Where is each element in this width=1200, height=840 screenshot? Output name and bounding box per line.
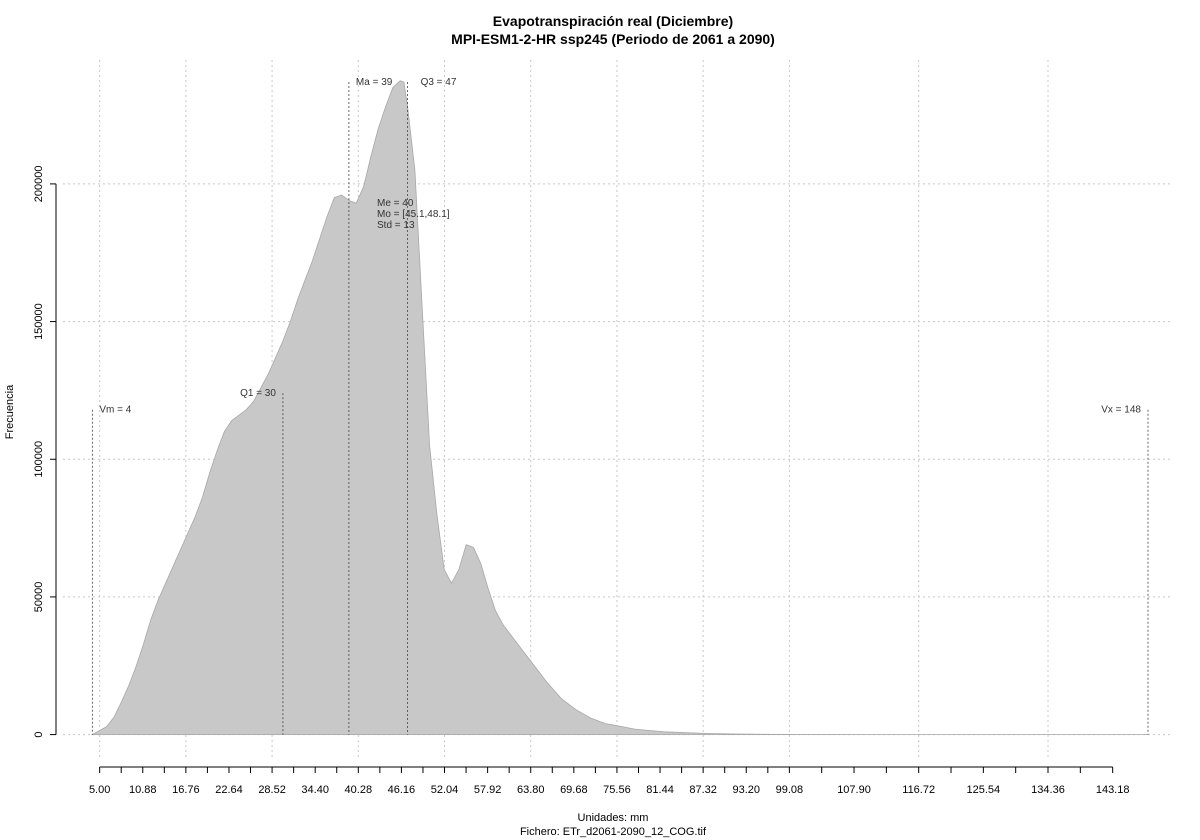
area-series xyxy=(90,80,1148,735)
y-tick-label: 100000 xyxy=(33,441,45,478)
y-tick-label: 50000 xyxy=(33,582,45,613)
x-tick-label: 46.16 xyxy=(388,784,416,796)
chart-title: Evapotranspiración real (Diciembre) xyxy=(493,13,733,29)
x-tick-label: 10.88 xyxy=(129,784,157,796)
y-tick-label: 150000 xyxy=(33,303,45,340)
marker-label: Q3 = 47 xyxy=(421,77,457,88)
x-tick-label: 81.44 xyxy=(646,784,674,796)
x-tick-label: 75.56 xyxy=(603,784,631,796)
x-tick-label: 22.64 xyxy=(215,784,243,796)
x-tick-label: 125.54 xyxy=(967,784,1001,796)
y-tick-label: 0 xyxy=(33,732,45,738)
y-axis-label: Frecuencia xyxy=(4,384,16,439)
axes: 5.00 10.88 16.76 22.64 28.52 34.40 40.28 46.16 5… xyxy=(33,166,1129,796)
stat-me: Me = 40 xyxy=(377,198,414,209)
x-tick-label: 134.36 xyxy=(1031,784,1065,796)
x-tick-label: 63.80 xyxy=(517,784,545,796)
footer-filename: Fichero: ETr_d2061-2090_12_COG.tif xyxy=(520,826,707,838)
chart-subtitle: MPI-ESM1-2-HR ssp245 (Periodo de 2061 a … xyxy=(451,31,775,47)
stat-std: Std = 13 xyxy=(377,220,415,231)
x-tick-label: 28.52 xyxy=(258,784,286,796)
x-tick-label: 93.20 xyxy=(732,784,760,796)
marker-label: Ma = 39 xyxy=(356,77,393,88)
x-tick-label: 5.00 xyxy=(89,784,110,796)
marker-label: Vx = 148 xyxy=(1101,405,1141,416)
x-tick-label: 57.92 xyxy=(474,784,502,796)
y-tick-label: 200000 xyxy=(33,166,45,203)
x-tick-label: 69.68 xyxy=(560,784,588,796)
marker-label: Vm = 4 xyxy=(99,405,131,416)
x-tick-label: 107.90 xyxy=(837,784,871,796)
x-axis-label: Unidades: mm xyxy=(578,812,649,824)
x-tick-label: 52.04 xyxy=(431,784,459,796)
x-tick-label: 16.76 xyxy=(172,784,200,796)
stat-markers: Vm = 4 Q1 = 30 Ma = 39 Q3 = 47 Vx = 148 xyxy=(91,77,1149,735)
marker-label: Q1 = 30 xyxy=(240,388,276,399)
data-area xyxy=(90,80,1148,735)
x-tick-label: 34.40 xyxy=(301,784,329,796)
x-tick-label: 116.72 xyxy=(902,784,935,796)
x-tick-label: 143.18 xyxy=(1096,784,1130,796)
x-tick-label: 87.32 xyxy=(689,784,717,796)
x-tick-label: 40.28 xyxy=(345,784,373,796)
x-tick-label: 99.08 xyxy=(776,784,804,796)
stat-mo: Mo = [45.1,48.1] xyxy=(377,209,450,220)
